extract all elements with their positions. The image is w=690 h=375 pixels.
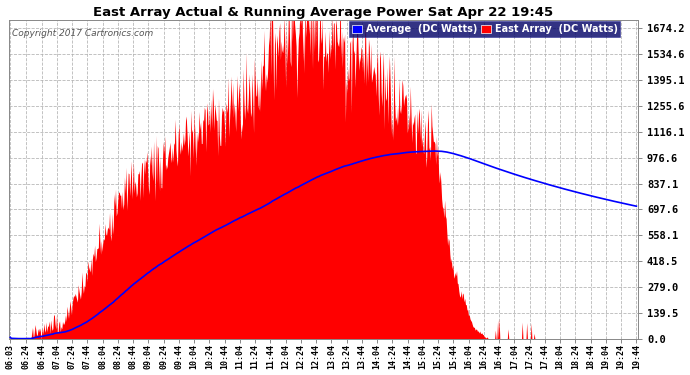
Legend: Average  (DC Watts), East Array  (DC Watts): Average (DC Watts), East Array (DC Watts… xyxy=(349,21,620,37)
Text: Copyright 2017 Cartronics.com: Copyright 2017 Cartronics.com xyxy=(12,29,153,38)
Title: East Array Actual & Running Average Power Sat Apr 22 19:45: East Array Actual & Running Average Powe… xyxy=(93,6,553,18)
